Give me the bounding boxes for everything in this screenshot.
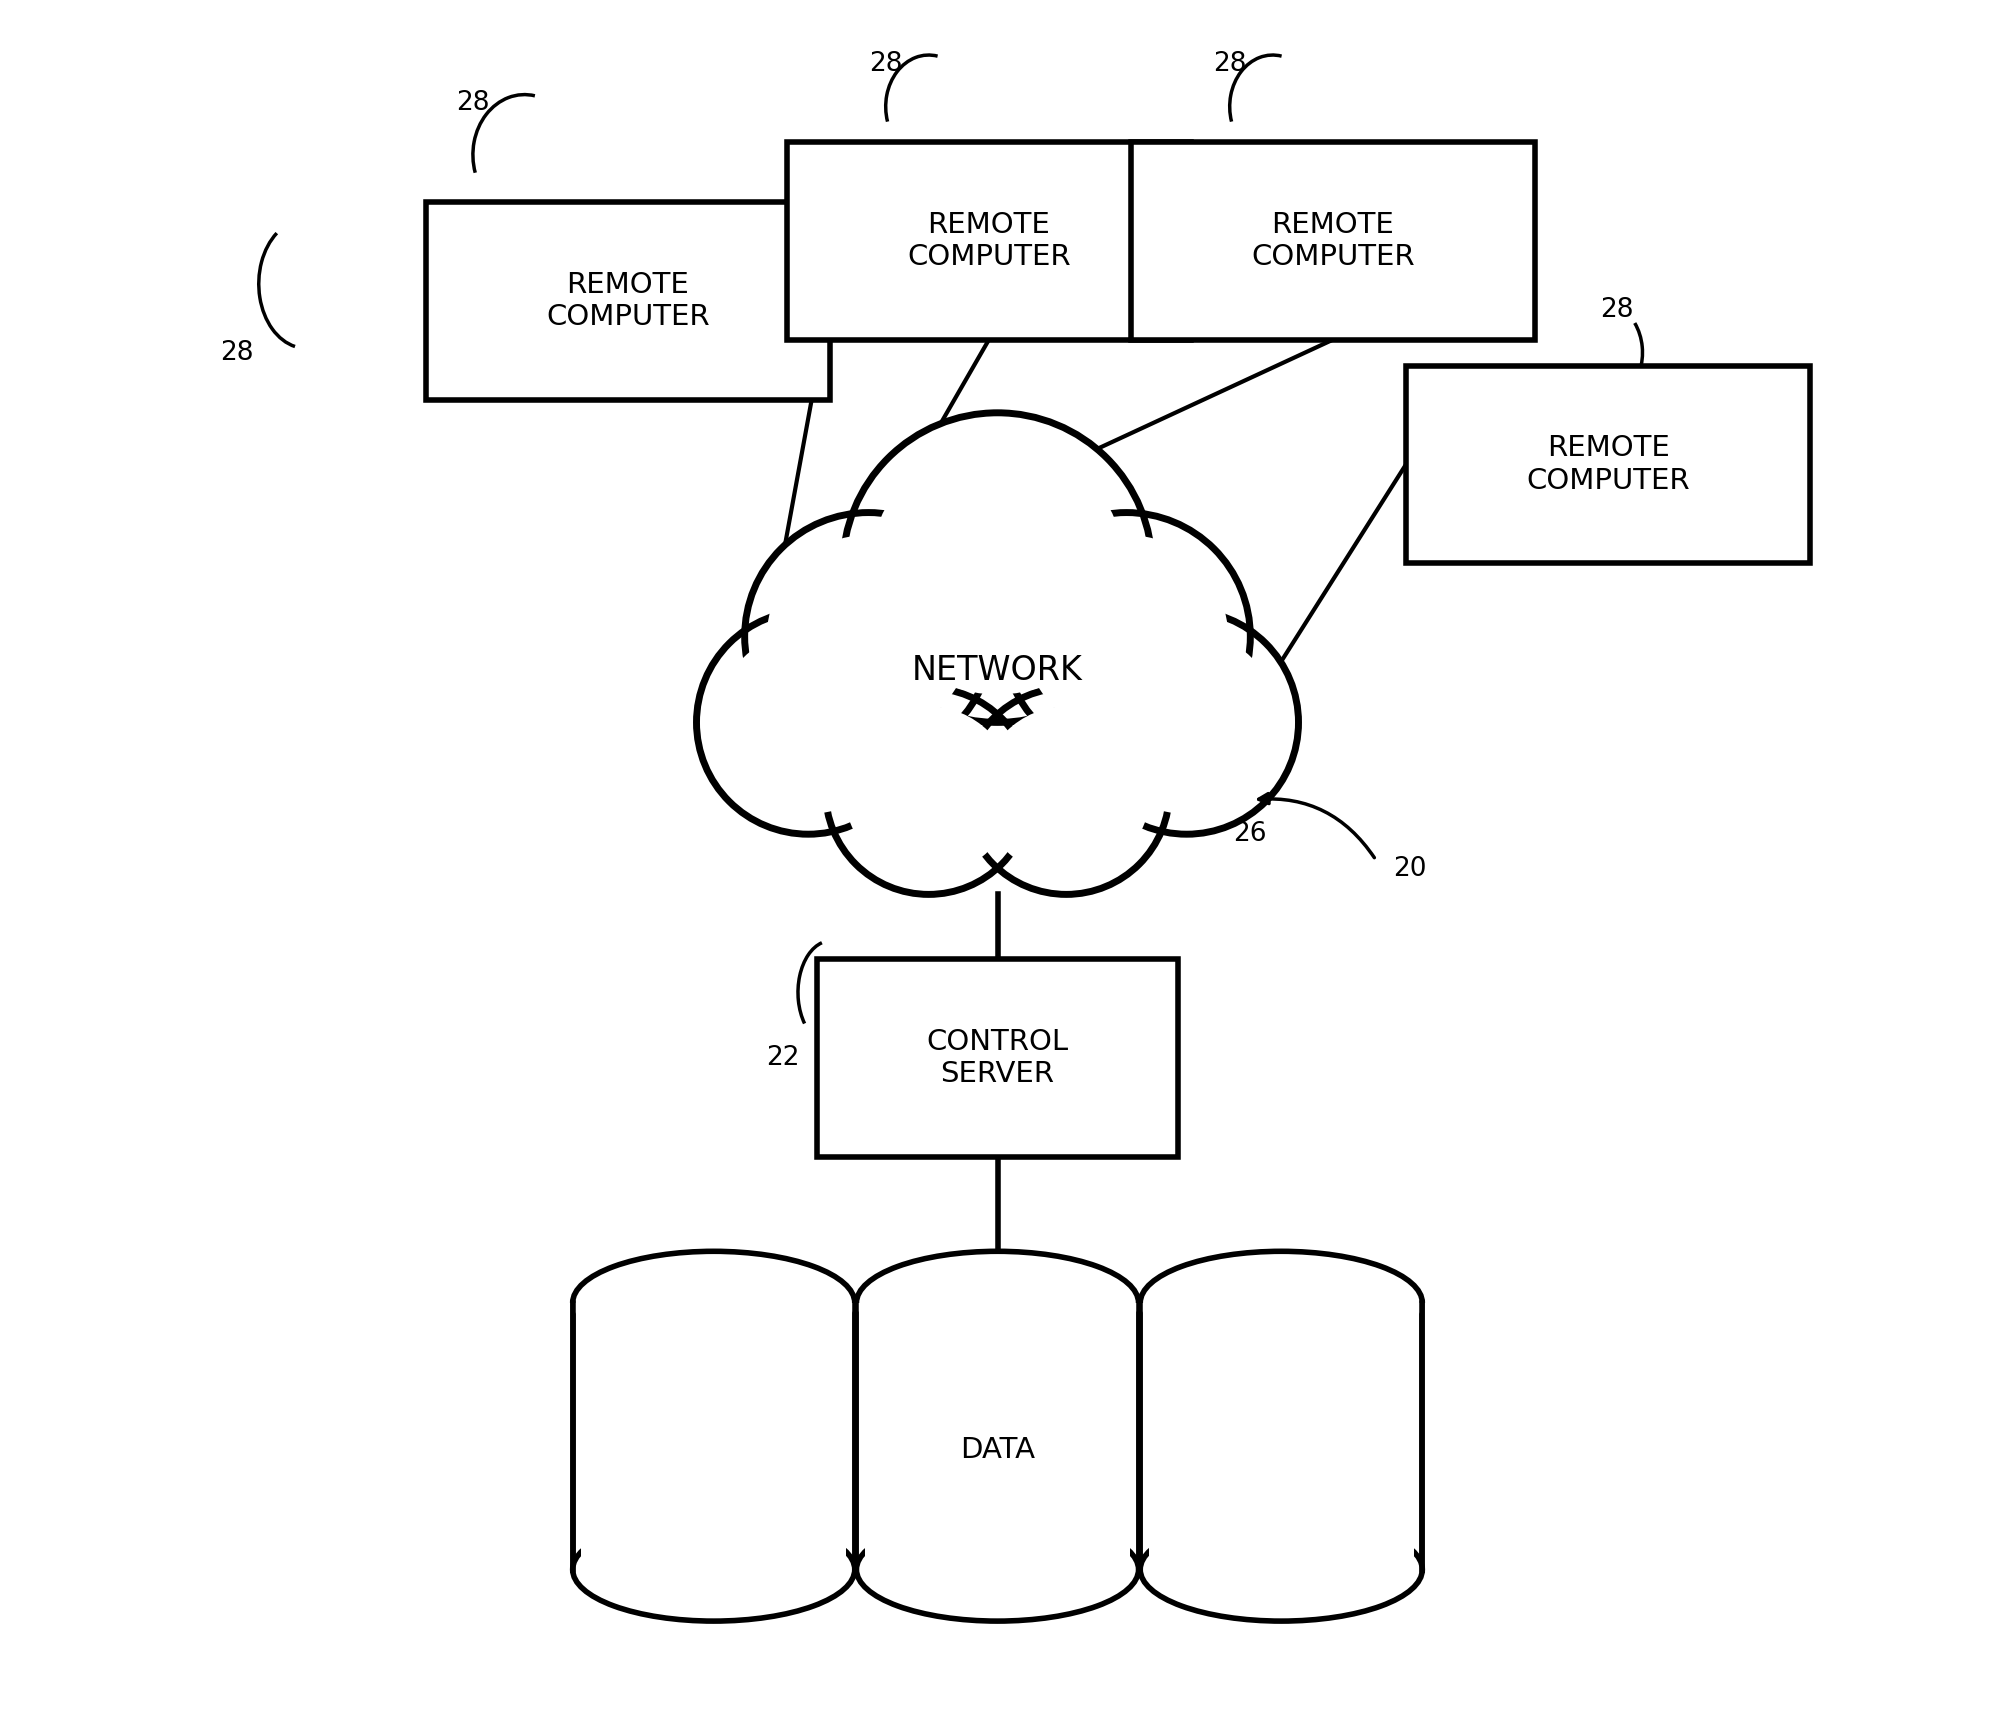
Text: REMOTE
COMPUTER: REMOTE COMPUTER [547, 270, 710, 332]
Bar [816, 960, 1179, 1156]
Ellipse shape [573, 1517, 854, 1620]
Text: 28: 28 [1600, 296, 1634, 323]
Text: 22: 22 [766, 1044, 800, 1072]
Bar [581, 1304, 846, 1565]
Bar [1141, 1304, 1422, 1569]
Bar [1406, 366, 1809, 564]
Circle shape [964, 688, 1169, 894]
Bar [866, 1304, 1129, 1565]
Text: REMOTE
COMPUTER: REMOTE COMPUTER [1251, 210, 1414, 272]
Circle shape [1075, 611, 1299, 834]
Circle shape [1095, 631, 1279, 814]
Ellipse shape [856, 1252, 1139, 1355]
Circle shape [826, 688, 1031, 894]
Bar [573, 1304, 854, 1569]
Circle shape [744, 513, 992, 760]
Circle shape [982, 707, 1151, 875]
Circle shape [696, 611, 920, 834]
Text: 24: 24 [1317, 1452, 1351, 1479]
Text: 28: 28 [221, 339, 253, 366]
Text: 20: 20 [1395, 855, 1426, 882]
Text: REMOTE
COMPUTER: REMOTE COMPUTER [1526, 433, 1690, 495]
Circle shape [842, 413, 1153, 722]
Text: 28: 28 [457, 89, 489, 117]
Bar [786, 143, 1191, 341]
Text: 26: 26 [1233, 820, 1267, 848]
Circle shape [1003, 513, 1251, 760]
Circle shape [766, 535, 970, 738]
Circle shape [870, 440, 1125, 695]
Bar [856, 1304, 1139, 1569]
Bar [1149, 1304, 1414, 1565]
Bar [1131, 143, 1534, 341]
Text: 28: 28 [1213, 50, 1247, 77]
Text: 28: 28 [870, 50, 902, 77]
Circle shape [1025, 535, 1229, 738]
Circle shape [716, 631, 900, 814]
Circle shape [844, 707, 1013, 875]
Text: DATA: DATA [960, 1436, 1035, 1464]
Ellipse shape [1141, 1252, 1422, 1355]
Ellipse shape [573, 1252, 854, 1355]
Ellipse shape [1141, 1517, 1422, 1620]
Bar [425, 203, 830, 401]
Text: REMOTE
COMPUTER: REMOTE COMPUTER [908, 210, 1071, 272]
Text: NETWORK: NETWORK [912, 654, 1083, 688]
Ellipse shape [856, 1517, 1139, 1620]
Text: CONTROL
SERVER: CONTROL SERVER [926, 1027, 1069, 1089]
